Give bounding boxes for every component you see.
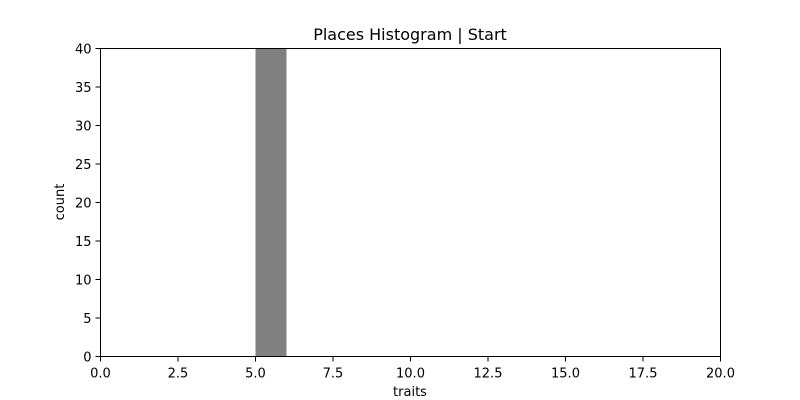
y-tick-label: 0 <box>83 351 91 366</box>
x-tick-label: 0.0 <box>90 367 111 382</box>
y-tick-label: 25 <box>75 158 92 173</box>
x-tick-label: 17.5 <box>629 367 658 382</box>
x-axis: 0.0 2.5 5.0 7.5 10.0 12.5 15.0 17.5 20.0 <box>90 356 735 382</box>
chart-title: Places Histogram | Start <box>313 25 507 44</box>
y-tick-label: 40 <box>75 43 92 58</box>
bars-layer <box>255 48 287 357</box>
x-tick-label: 10.0 <box>396 367 425 382</box>
y-axis: 0 5 10 15 20 25 30 35 40 <box>75 43 101 366</box>
y-tick-label: 5 <box>83 312 91 327</box>
x-axis-label: traits <box>393 385 427 400</box>
y-tick-label: 15 <box>75 235 92 250</box>
y-tick-label: 10 <box>75 274 92 289</box>
x-tick-label: 20.0 <box>706 367 735 382</box>
x-tick-label: 5.0 <box>245 367 266 382</box>
y-tick-label: 20 <box>75 197 92 212</box>
x-tick-label: 7.5 <box>323 367 344 382</box>
y-tick-label: 30 <box>75 120 92 135</box>
x-tick-label: 15.0 <box>551 367 580 382</box>
y-axis-label: count <box>53 184 68 221</box>
y-tick-label: 35 <box>75 81 92 96</box>
histogram-bar-0 <box>255 48 287 357</box>
plot-frame <box>100 48 721 357</box>
x-tick-label: 12.5 <box>474 367 503 382</box>
x-tick-label: 2.5 <box>168 367 189 382</box>
